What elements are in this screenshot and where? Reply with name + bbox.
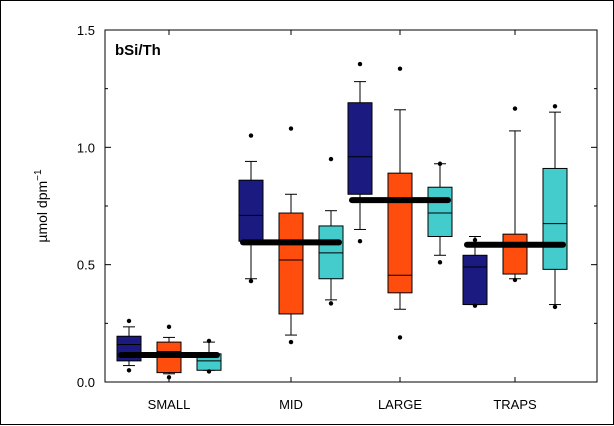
outlier-point [472, 303, 478, 308]
box-large-1 [347, 102, 373, 195]
box-plot-marks [116, 61, 568, 380]
box-traps-1 [462, 254, 488, 306]
y-tick-label: 0.0 [77, 375, 95, 390]
outlier-point [126, 368, 132, 373]
box-traps-2 [502, 233, 528, 275]
box-mid-2 [278, 212, 304, 315]
plot-area-border [104, 29, 598, 383]
outlier-point [552, 304, 558, 310]
x-category-label: MID [279, 397, 303, 412]
box-large-2 [387, 172, 413, 294]
y-tick-label: 1.5 [77, 23, 95, 38]
outlier-point [437, 161, 443, 166]
y-tick-label: 1.0 [77, 140, 95, 155]
outlier-point [206, 369, 212, 374]
chart-title: bSi/Th [115, 42, 161, 59]
outlier-point [512, 106, 518, 111]
y-tick-label: 0.5 [77, 258, 95, 273]
outlier-point [248, 278, 254, 284]
y-axis-title-exponent: −1 [33, 169, 44, 181]
y-axis-title-text: µmol dpm [34, 181, 50, 243]
outlier-point [357, 239, 363, 244]
box-traps-3 [542, 167, 568, 270]
outlier-point [328, 301, 334, 306]
outlier-point [552, 104, 558, 109]
outlier-point [248, 133, 254, 138]
outlier-point [166, 375, 172, 380]
x-category-label: TRAPS [493, 397, 537, 412]
outlier-point [357, 61, 363, 67]
outlier-point [288, 339, 294, 345]
outlier-point [472, 237, 478, 243]
x-category-label: SMALL [148, 397, 191, 412]
category-labels: SMALL MID LARGE TRAPS [148, 397, 537, 412]
outlier-point [512, 277, 518, 283]
outlier-point [288, 126, 294, 131]
x-category-label: LARGE [378, 397, 422, 412]
outlier-point [397, 66, 403, 71]
box-mid-1 [238, 179, 264, 242]
outlier-point [126, 318, 132, 324]
outlier-point [166, 324, 172, 330]
box-mid-3 [318, 225, 344, 280]
outlier-point [206, 338, 212, 344]
box-large-3 [427, 186, 453, 238]
outlier-point [397, 335, 403, 340]
y-axis-ticks: 0.0 0.5 1.0 1.5 [77, 23, 597, 390]
outlier-point [328, 156, 334, 162]
y-axis-title: µmol dpm−1 [33, 169, 50, 243]
outlier-point [437, 260, 443, 265]
